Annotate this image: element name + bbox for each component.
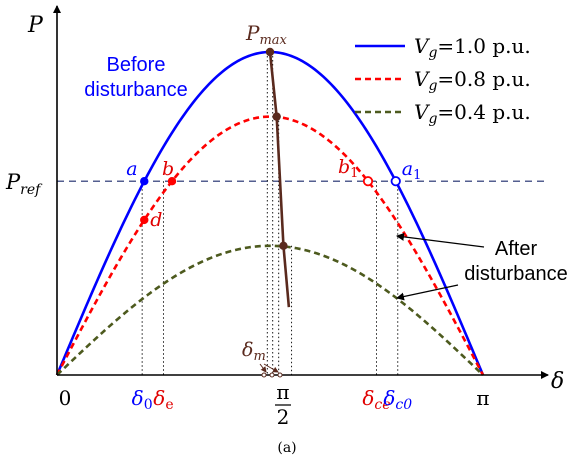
point-b xyxy=(167,177,177,186)
annotation-after-line: disturbance xyxy=(464,263,567,285)
tick-label: π xyxy=(476,386,489,410)
annotation-before-line: disturbance xyxy=(84,79,187,101)
annotation-before: Before disturbance xyxy=(84,54,187,101)
legend-label: Vg=0.4 p.u. xyxy=(414,100,531,127)
legend: Vg=1.0 p.u. Vg=0.8 p.u. Vg=0.4 p.u. xyxy=(355,34,531,127)
pmax-label: Pmax xyxy=(245,21,288,48)
pmax-locus-line xyxy=(268,51,291,308)
operating-points xyxy=(140,176,401,225)
tick-label: 0 xyxy=(59,386,72,410)
legend-entry-2: Vg=0.8 p.u. xyxy=(355,67,531,94)
tick-label: δc0 xyxy=(383,386,412,413)
series-curve-3 xyxy=(56,244,484,376)
annotation-after-line: After xyxy=(495,238,538,260)
point-label-d: d xyxy=(150,209,162,231)
tick-label: δe xyxy=(153,386,173,413)
point-label-b: b xyxy=(162,158,174,180)
tick-label-denominator: 2 xyxy=(277,405,290,429)
point-b1 xyxy=(362,176,374,187)
y-axis-label: P xyxy=(27,13,44,38)
delta-m-marker xyxy=(261,372,267,378)
tick-label: δ0 xyxy=(132,386,153,413)
delta-m-label: δm xyxy=(242,339,266,364)
annotation-arrow-2 xyxy=(396,284,459,301)
legend-entry-3: Vg=0.4 p.u. xyxy=(355,100,531,127)
axes: δP xyxy=(27,5,564,394)
tick-label-pi-half: π2 xyxy=(275,380,292,429)
legend-label: Vg=0.8 p.u. xyxy=(414,67,531,94)
delta-m-marker xyxy=(269,372,275,378)
x-axis-label: δ xyxy=(551,369,564,394)
pref-label: Pref xyxy=(5,170,43,198)
pmax-point-2 xyxy=(272,112,281,121)
legend-label: Vg=1.0 p.u. xyxy=(414,34,531,61)
pmax-point-3 xyxy=(279,241,288,250)
pmax-locus xyxy=(265,47,291,308)
point-a xyxy=(140,177,149,186)
figure-caption: (a) xyxy=(277,440,296,456)
annotation-before-line: Before xyxy=(107,54,166,76)
point-a1 xyxy=(390,176,401,187)
annotation-arrow-1 xyxy=(396,232,485,248)
delta-m-arrow-1 xyxy=(259,363,267,373)
delta-m-marker xyxy=(277,372,283,378)
delta-m-arrow-2 xyxy=(263,363,279,373)
point-label-a: a xyxy=(126,158,137,180)
tick-label-numerator: π xyxy=(276,380,289,404)
legend-entry-1: Vg=1.0 p.u. xyxy=(355,34,531,61)
tick-label: δce xyxy=(362,386,390,413)
point-label-a1: a1 xyxy=(402,158,422,183)
pmax-point-1 xyxy=(265,47,275,57)
annotation-after: After disturbance xyxy=(396,232,568,301)
point-d xyxy=(140,215,149,225)
point-label-b1: b1 xyxy=(338,156,358,181)
